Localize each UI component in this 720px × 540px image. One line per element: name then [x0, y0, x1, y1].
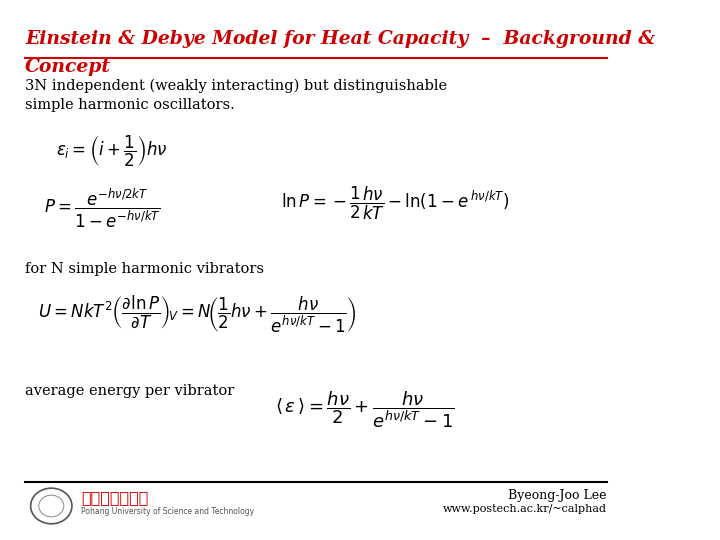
Text: Einstein & Debye Model for Heat Capacity  –  Background &: Einstein & Debye Model for Heat Capacity…: [25, 30, 655, 48]
Text: www.postech.ac.kr/~calphad: www.postech.ac.kr/~calphad: [443, 504, 607, 515]
Text: $\langle\, \varepsilon\,\rangle = \dfrac{h\nu}{2} + \dfrac{h\nu}{e^{h\nu/kT}-1}$: $\langle\, \varepsilon\,\rangle = \dfrac…: [275, 390, 455, 430]
Text: $U = NkT^2 \left(\dfrac{\partial \ln P}{\partial T}\right)_{\!V}= N\!\left(\dfra: $U = NkT^2 \left(\dfrac{\partial \ln P}{…: [37, 294, 356, 335]
Text: 포항공과대학교: 포항공과대학교: [81, 490, 149, 505]
Text: $\ln P = -\dfrac{1}{2}\dfrac{h\nu}{kT} - \ln(1 - e^{\,h\nu/kT})$: $\ln P = -\dfrac{1}{2}\dfrac{h\nu}{kT} -…: [282, 185, 510, 222]
Text: Concept: Concept: [25, 58, 111, 76]
Text: Byeong-Joo Lee: Byeong-Joo Lee: [508, 489, 607, 502]
Text: average energy per vibrator: average energy per vibrator: [25, 384, 234, 399]
Text: Pohang University of Science and Technology: Pohang University of Science and Technol…: [81, 507, 254, 516]
Text: for N simple harmonic vibrators: for N simple harmonic vibrators: [25, 262, 264, 276]
Text: 3N independent (weakly interacting) but distinguishable: 3N independent (weakly interacting) but …: [25, 78, 447, 93]
Text: $P = \dfrac{e^{-h\nu/2kT}}{1 - e^{-h\nu/kT}}$: $P = \dfrac{e^{-h\nu/2kT}}{1 - e^{-h\nu/…: [44, 186, 161, 230]
Text: $\varepsilon_i = \left(i + \dfrac{1}{2}\right) h\nu$: $\varepsilon_i = \left(i + \dfrac{1}{2}\…: [56, 134, 168, 169]
Text: simple harmonic oscillators.: simple harmonic oscillators.: [25, 98, 235, 112]
